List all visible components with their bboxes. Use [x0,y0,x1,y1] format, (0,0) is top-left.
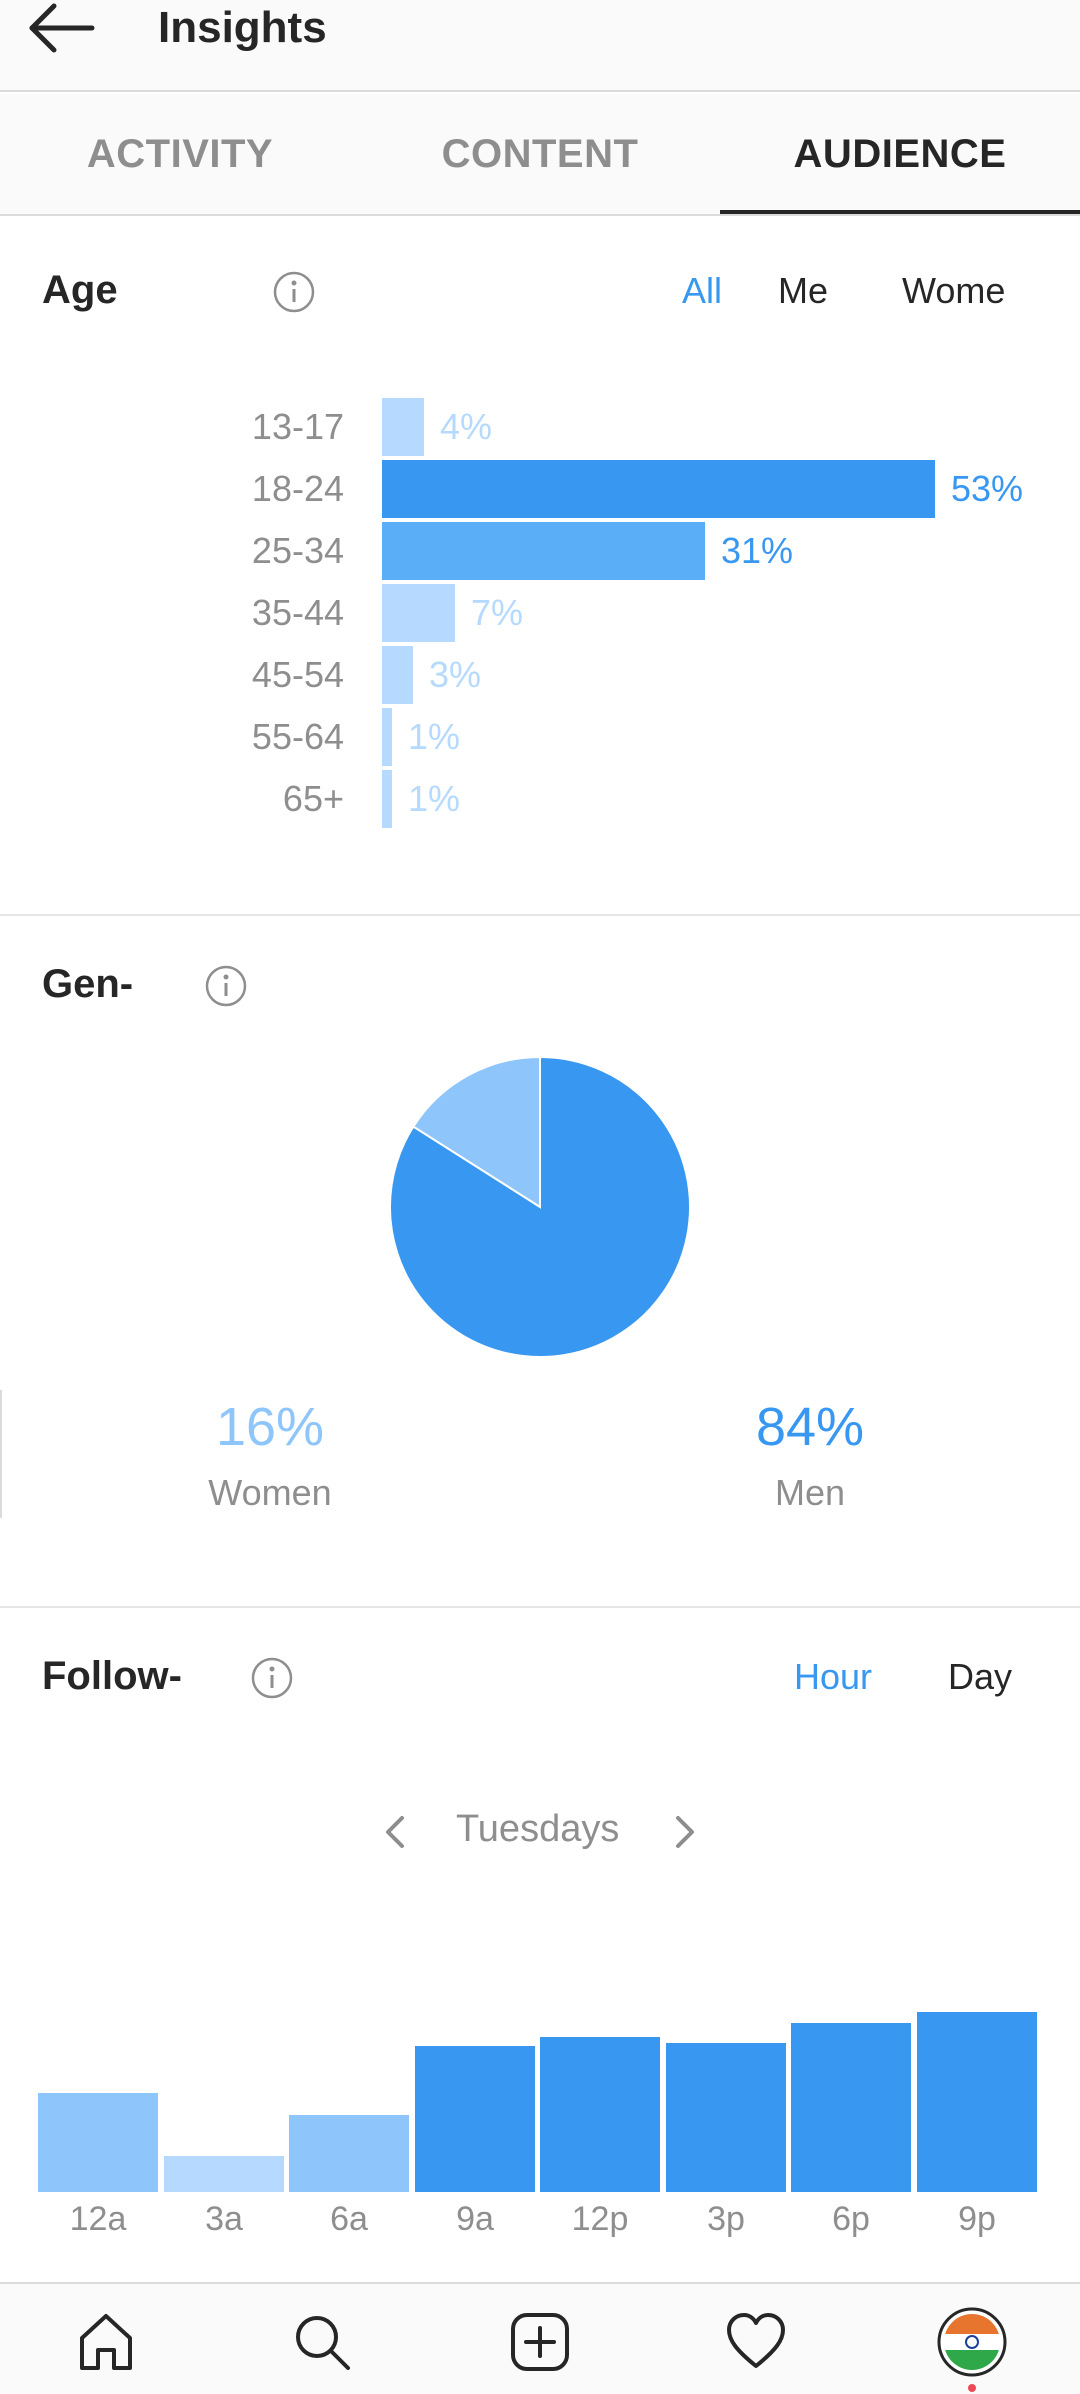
hour-bar [289,2115,409,2192]
followers-filter-hour[interactable]: Hour [794,1656,873,1697]
age-bar [382,398,424,456]
age-row: 65+ 1% [0,770,1080,828]
section-divider [0,914,1080,916]
age-percent-label: 31% [721,530,794,571]
hour-tick-label: 12p [571,2200,629,2238]
age-range-label: 35-44 [251,592,344,633]
hour-bar [791,2023,911,2192]
hour-tick-label: 6a [330,2200,368,2238]
gender-section-title: Gen- [42,962,134,1006]
nav-activity[interactable] [718,2304,794,2380]
hour-bar [666,2043,786,2192]
age-filter-women[interactable]: Wome [902,270,1006,311]
pie-slice-women [411,1055,541,1209]
tab-content[interactable]: CONTENT [441,132,639,176]
gender-pie-chart [388,1055,692,1359]
men-percent: 84% [755,1397,865,1457]
men-label: Men [774,1472,846,1513]
info-icon[interactable] [250,1656,294,1700]
age-row: 18-24 53% [0,460,1080,518]
age-row: 55-64 1% [0,708,1080,766]
age-range-label: 65+ [282,778,344,819]
hour-tick-label: 9p [958,2200,996,2238]
hour-bar [540,2037,660,2192]
age-filter-all[interactable]: All [682,270,723,311]
age-bar [382,460,935,518]
age-percent-label: 7% [471,592,524,633]
age-row: 13-17 4% [0,398,1080,456]
women-label: Women [208,1472,332,1513]
home-icon [80,2314,132,2370]
age-bar [382,646,413,704]
section-divider [0,1606,1080,1608]
nav-home[interactable] [68,2304,144,2380]
age-percent-label: 3% [429,654,482,695]
active-tab-indicator [720,210,1080,214]
pie-slice-men [389,1055,691,1358]
followers-section-title: Follow- [42,1654,182,1698]
followers-filter-day[interactable]: Day [948,1656,1013,1697]
age-percent-label: 1% [408,778,461,819]
notification-dot [968,2384,976,2392]
age-percent-label: 4% [440,406,493,447]
age-bar [382,708,392,766]
age-percent-label: 1% [408,716,461,757]
heart-icon [727,2313,785,2368]
age-range-label: 25-34 [251,530,344,571]
chevron-left-icon[interactable] [380,1812,410,1852]
bottom-navigation [0,2282,1080,2394]
app-header: Insights [0,0,1080,92]
hour-bar [415,2046,535,2192]
age-bar [382,584,455,642]
nav-profile[interactable] [934,2304,1010,2380]
age-range-label: 55-64 [251,716,344,757]
profile-avatar [937,2307,1007,2377]
nav-search[interactable] [284,2304,360,2380]
page-title: Insights [158,3,327,52]
age-filter-men[interactable]: Me [778,270,829,311]
nav-new-post[interactable] [502,2304,578,2380]
hour-tick-label: 12a [69,2200,127,2238]
age-bar [382,522,705,580]
divider [0,1390,2,1518]
age-range-label: 18-24 [251,468,344,509]
chevron-right-icon[interactable] [670,1812,700,1852]
women-percent: 16% [215,1397,325,1457]
age-row: 25-34 31% [0,522,1080,580]
hour-bar [38,2093,158,2192]
search-icon [296,2316,350,2370]
age-row: 35-44 7% [0,584,1080,642]
add-post-icon [511,2313,569,2371]
info-icon[interactable] [204,964,248,1008]
hour-bar [164,2156,284,2192]
day-selector-label: Tuesdays [456,1808,620,1850]
insights-tabs: ACTIVITY CONTENT AUDIENCE [0,94,1080,216]
back-button[interactable] [26,0,98,60]
age-range-label: 45-54 [251,654,344,695]
tab-audience[interactable]: AUDIENCE [793,132,1007,176]
info-icon[interactable] [272,270,316,314]
tab-activity[interactable]: ACTIVITY [86,132,274,176]
hour-bar [917,2012,1037,2192]
hour-tick-label: 3p [707,2200,745,2238]
age-row: 45-54 3% [0,646,1080,704]
age-percent-label: 53% [951,468,1024,509]
age-range-label: 13-17 [251,406,344,447]
hour-tick-label: 9a [456,2200,494,2238]
arrow-left-icon [29,3,95,53]
age-section-title: Age [42,268,118,312]
age-bar [382,770,392,828]
hour-tick-label: 3a [205,2200,243,2238]
hour-tick-label: 6p [832,2200,870,2238]
